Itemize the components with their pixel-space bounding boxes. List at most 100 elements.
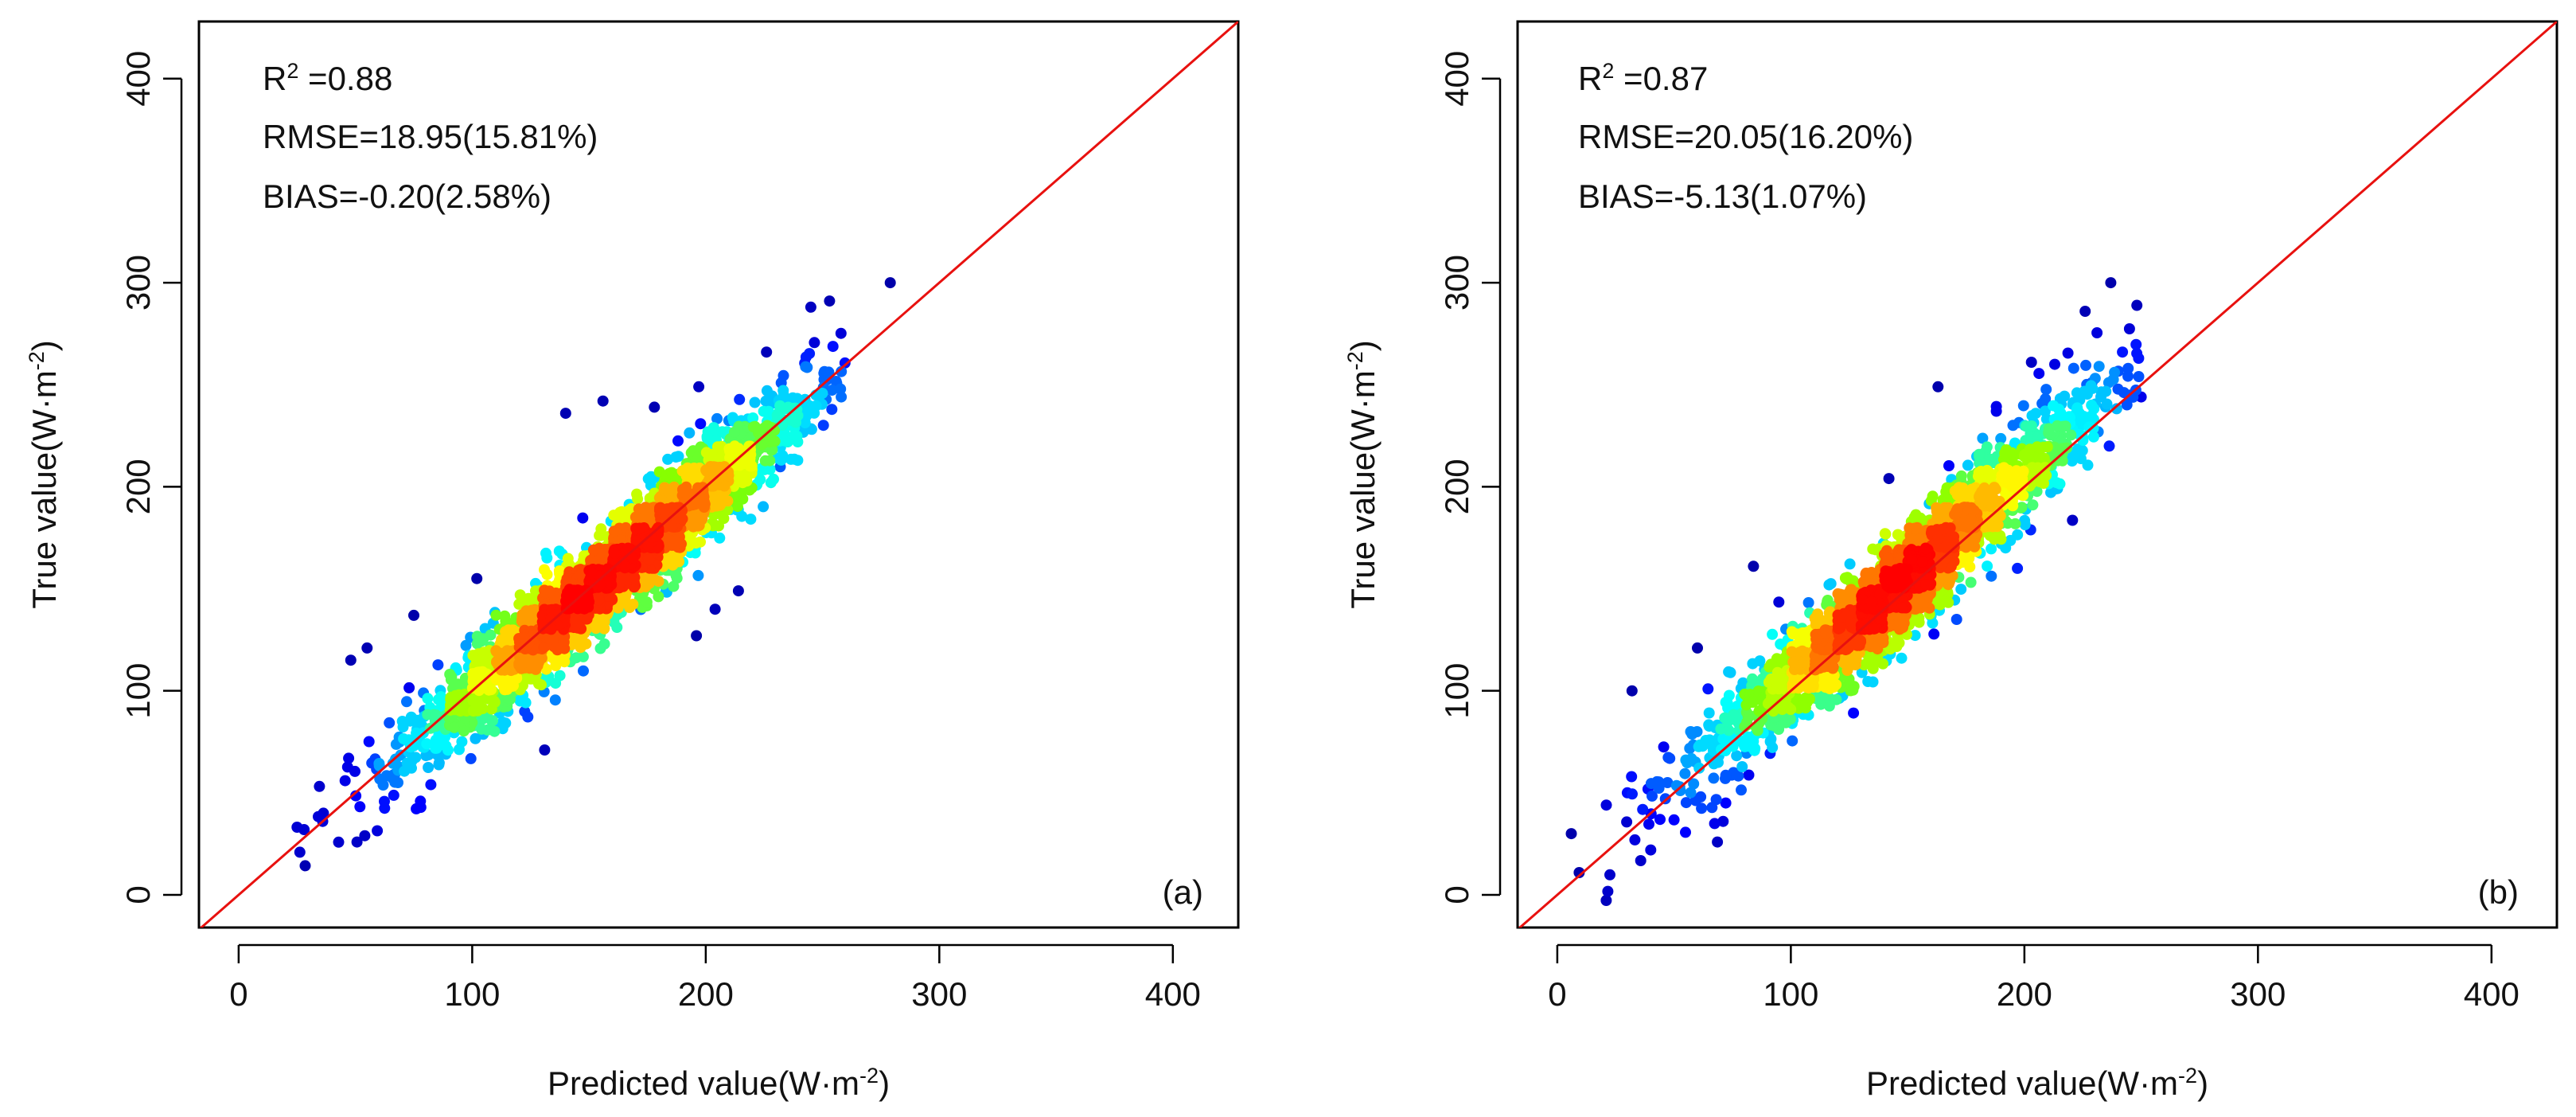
- scatter-point: [1896, 575, 1908, 587]
- scatter-point: [594, 571, 606, 583]
- scatter-point: [827, 341, 839, 353]
- scatter-point: [1765, 658, 1777, 670]
- scatter-point: [711, 441, 723, 453]
- scatter-point: [673, 556, 685, 568]
- scatter-point: [518, 632, 530, 644]
- scatter-point: [762, 406, 774, 418]
- scatter-point: [403, 682, 415, 693]
- scatter-point: [548, 591, 560, 603]
- scatter-point: [1629, 834, 1641, 846]
- scatter-point: [800, 351, 812, 363]
- scatter-point: [609, 548, 621, 560]
- scatter-point: [1927, 617, 1939, 629]
- scatter-point: [1748, 744, 1760, 756]
- scatter-point: [1967, 505, 1979, 516]
- scatter-point: [669, 536, 681, 548]
- scatter-point: [294, 846, 306, 858]
- scatter-point: [405, 741, 416, 753]
- scatter-point: [594, 529, 606, 541]
- scatter-point: [2041, 441, 2053, 453]
- scatter-point: [676, 465, 688, 477]
- scatter-point: [749, 420, 761, 432]
- scatter-point: [1600, 895, 1612, 906]
- scatter-point: [2122, 362, 2134, 374]
- scatter-point: [805, 301, 816, 313]
- scatter-point: [598, 623, 610, 635]
- scatter-point: [578, 637, 590, 649]
- reference-1to1-line: [199, 21, 1238, 928]
- scatter-point: [485, 684, 497, 696]
- scatter-point: [2073, 415, 2085, 427]
- scatter-point: [540, 587, 552, 599]
- scatter-point: [1912, 598, 1924, 610]
- x-tick-label: 400: [1145, 975, 1201, 1013]
- scatter-point: [2027, 499, 2039, 511]
- scatter-point: [513, 598, 525, 610]
- scatter-point: [1686, 728, 1698, 740]
- scatter-points: [291, 277, 896, 872]
- x-tick-label: 200: [678, 975, 734, 1013]
- scatter-point: [467, 673, 479, 685]
- x-tick-label: 100: [444, 975, 500, 1013]
- scatter-point: [1696, 803, 1708, 814]
- scatter-point: [1909, 630, 1921, 642]
- scatter-point: [1935, 572, 1947, 584]
- scatter-point: [489, 725, 501, 737]
- scatter-point: [2017, 465, 2029, 477]
- scatter-point: [1651, 775, 1663, 787]
- scatter-point: [1916, 556, 1928, 568]
- scatter-point: [2020, 420, 2032, 432]
- scatter-point: [466, 682, 478, 694]
- scatter-point: [661, 483, 673, 495]
- scatter-point: [1827, 662, 1839, 674]
- scatter-point: [2107, 373, 2119, 385]
- scatter-point: [709, 603, 721, 615]
- scatter-point: [2080, 359, 2091, 371]
- scatter-point: [2086, 399, 2098, 411]
- scatter-point: [476, 635, 487, 647]
- scatter-point: [2133, 353, 2145, 364]
- scatter-point: [714, 532, 726, 544]
- y-tick-label: 300: [119, 255, 157, 310]
- scatter-point: [1841, 665, 1853, 676]
- scatter-point: [1823, 700, 1835, 712]
- scatter-point: [621, 597, 633, 609]
- scatter-point: [554, 670, 566, 682]
- scatter-point: [1643, 818, 1654, 830]
- scatter-point: [1712, 836, 1724, 848]
- scatter-point: [2032, 431, 2044, 443]
- scatter-point: [676, 513, 688, 525]
- scatter-point: [787, 392, 799, 404]
- scatter-point: [1998, 475, 2010, 487]
- scatter-point: [1797, 700, 1809, 712]
- scatter-point: [401, 696, 412, 708]
- scatter-point: [2067, 362, 2079, 374]
- scatter-point: [361, 642, 373, 654]
- scatter-point: [1982, 464, 1993, 476]
- scatter-point: [1896, 652, 1908, 664]
- scatter-point: [2082, 459, 2094, 471]
- scatter-point: [1969, 541, 1981, 553]
- scatter-point: [1962, 521, 1974, 532]
- scatter-point: [458, 725, 470, 737]
- scatter-point: [711, 412, 723, 424]
- scatter-point: [643, 554, 655, 566]
- scatter-point: [592, 615, 604, 627]
- scatter-point: [1926, 525, 1938, 537]
- scatter-point: [639, 505, 651, 517]
- scatter-point: [2040, 384, 2052, 396]
- scatter-point: [1995, 432, 2007, 444]
- scatter-point: [1736, 761, 1748, 772]
- scatter-point: [1703, 707, 1715, 719]
- scatter-point: [824, 295, 836, 307]
- scatter-point: [1773, 683, 1784, 695]
- scatter-point: [2091, 327, 2103, 338]
- scatter-point: [350, 790, 362, 802]
- scatter-point: [431, 709, 442, 721]
- scatter-point: [1787, 735, 1799, 747]
- scatter-point: [2019, 451, 2030, 463]
- scatter-point: [499, 610, 511, 622]
- scatter-point: [1986, 543, 1997, 555]
